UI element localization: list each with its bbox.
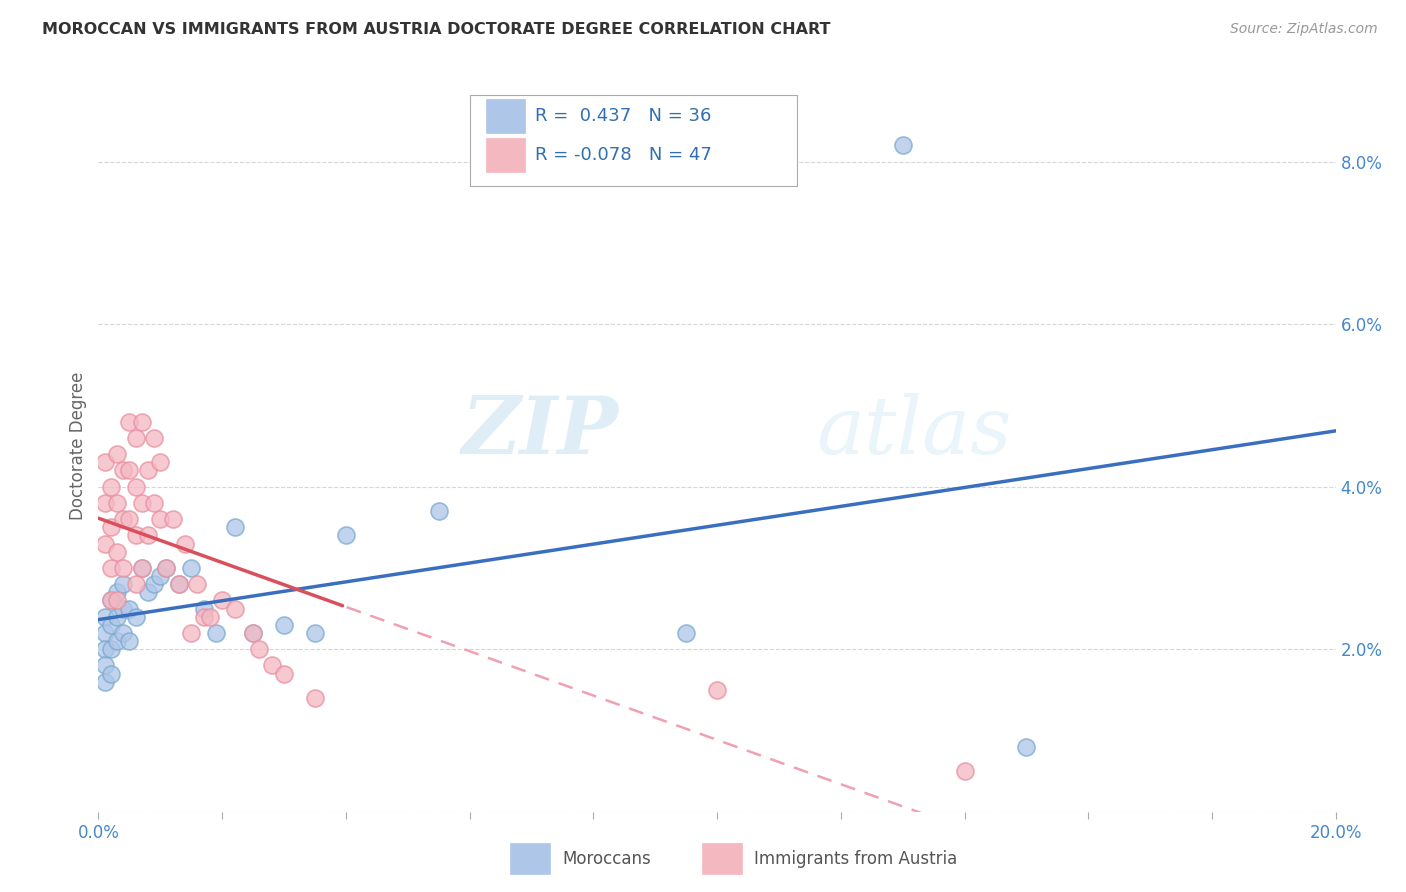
Point [149,569,172,583]
Point [118,463,141,477]
Text: Moroccans: Moroccans [562,849,651,868]
Point [93,455,115,469]
Point [93,626,115,640]
Point [100,666,122,681]
Point [124,431,146,445]
Point [112,577,135,591]
Point [186,577,208,591]
Point [93,658,115,673]
Point [131,561,153,575]
Point [124,480,146,494]
Point [706,682,728,697]
Point [105,496,128,510]
Point [112,561,135,575]
Point [112,626,135,640]
Point [260,658,283,673]
Point [247,642,270,657]
Point [93,642,115,657]
Point [193,601,215,615]
Text: R =  0.437   N = 36: R = 0.437 N = 36 [536,107,711,125]
Point [112,512,135,526]
Point [180,561,202,575]
Point [143,496,166,510]
Point [162,512,184,526]
Point [304,690,326,705]
Point [143,431,166,445]
Point [149,512,172,526]
Point [273,666,295,681]
Point [335,528,357,542]
Point [93,674,115,689]
Point [112,463,135,477]
FancyBboxPatch shape [470,95,797,186]
Point [93,609,115,624]
Point [105,634,128,648]
FancyBboxPatch shape [510,843,550,874]
Point [167,577,190,591]
Point [118,601,141,615]
Point [118,415,141,429]
FancyBboxPatch shape [485,138,526,171]
Point [136,463,159,477]
Point [242,626,264,640]
Point [100,561,122,575]
Point [100,520,122,534]
Point [131,496,153,510]
Point [93,496,115,510]
Point [100,593,122,607]
Point [224,601,246,615]
Text: MOROCCAN VS IMMIGRANTS FROM AUSTRIA DOCTORATE DEGREE CORRELATION CHART: MOROCCAN VS IMMIGRANTS FROM AUSTRIA DOCT… [42,22,831,37]
Text: Immigrants from Austria: Immigrants from Austria [754,849,957,868]
Point [180,626,202,640]
Point [155,561,177,575]
Y-axis label: Doctorate Degree: Doctorate Degree [69,372,87,520]
Point [105,585,128,599]
FancyBboxPatch shape [485,99,526,133]
Text: atlas: atlas [815,392,1011,470]
Point [193,609,215,624]
Text: Source: ZipAtlas.com: Source: ZipAtlas.com [1230,22,1378,37]
Point [304,626,326,640]
Point [891,138,914,153]
Point [242,626,264,640]
Point [118,512,141,526]
Point [105,447,128,461]
Point [131,415,153,429]
Point [93,536,115,550]
FancyBboxPatch shape [702,843,742,874]
Point [118,634,141,648]
Point [124,528,146,542]
Point [675,626,697,640]
Point [174,536,197,550]
Point [953,764,976,778]
Point [100,642,122,657]
Point [198,609,221,624]
Point [100,617,122,632]
Point [155,561,177,575]
Point [1015,739,1038,754]
Point [427,504,450,518]
Point [136,528,159,542]
Point [105,544,128,558]
Point [167,577,190,591]
Point [124,609,146,624]
Point [224,520,246,534]
Point [112,601,135,615]
Point [105,593,128,607]
Text: R = -0.078   N = 47: R = -0.078 N = 47 [536,146,711,164]
Point [100,593,122,607]
Point [211,593,233,607]
Text: ZIP: ZIP [461,392,619,470]
Point [273,617,295,632]
Point [136,585,159,599]
Point [205,626,228,640]
Point [131,561,153,575]
Point [124,577,146,591]
Point [105,609,128,624]
Point [100,480,122,494]
Point [149,455,172,469]
Point [143,577,166,591]
